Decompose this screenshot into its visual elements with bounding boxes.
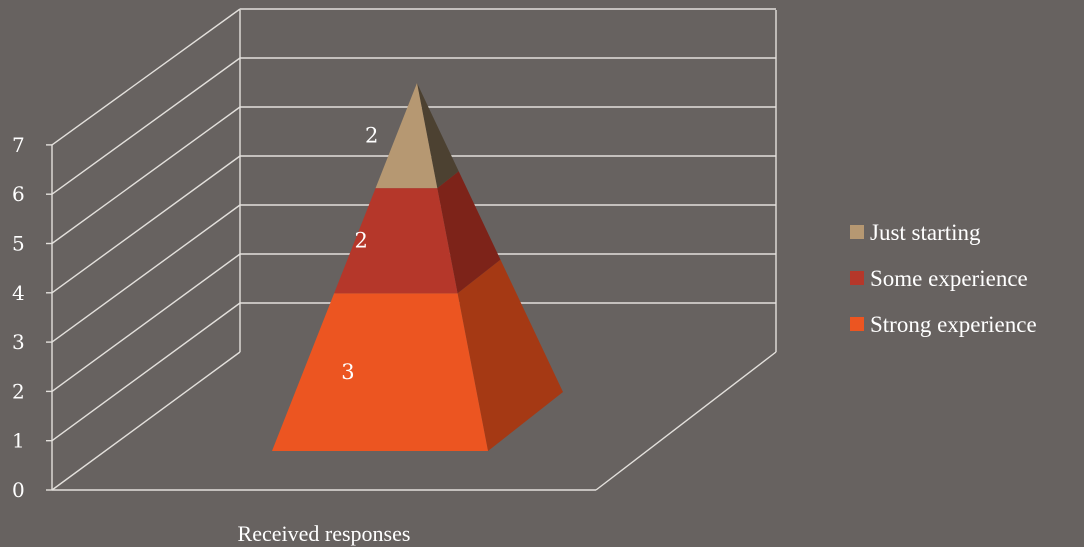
chart-floor — [52, 351, 777, 491]
y-tick-label: 2 — [12, 379, 25, 403]
side-gridline — [51, 8, 241, 146]
legend-label: Just starting — [870, 220, 981, 245]
side-gridline — [51, 351, 241, 491]
legend-item-just-starting[interactable]: Just starting — [850, 220, 981, 245]
side-gridline — [51, 302, 241, 442]
y-tick-label: 7 — [12, 133, 25, 157]
pyramid-side-strong-experience — [457, 259, 563, 451]
legend-swatch — [850, 225, 864, 239]
y-tick-label: 1 — [12, 429, 25, 453]
side-gridline — [51, 155, 241, 294]
legend-item-strong-experience[interactable]: Strong experience — [850, 312, 1037, 337]
legend-item-some-experience[interactable]: Some experience — [850, 266, 1028, 291]
side-gridline — [51, 106, 241, 245]
y-tick-label: 3 — [12, 330, 25, 354]
y-tick-label: 4 — [12, 281, 25, 305]
y-axis: 0 1 2 3 4 5 6 7 — [12, 133, 53, 502]
pyramid — [272, 83, 563, 451]
side-gridline — [51, 204, 241, 343]
chart-back-wall — [51, 8, 777, 491]
pyramid-segment-some-experience — [334, 188, 458, 294]
legend-label: Strong experience — [870, 312, 1037, 337]
pyramid-side-some-experience — [437, 171, 501, 294]
side-gridline — [51, 57, 241, 195]
y-tick-label: 6 — [12, 182, 25, 206]
x-axis-labels: Received responses — [238, 521, 411, 546]
data-label-strong-experience: 3 — [341, 360, 354, 384]
legend-swatch — [850, 271, 864, 285]
side-gridline — [51, 253, 241, 392]
legend-label: Some experience — [870, 266, 1028, 291]
pyramid-segment-strong-experience — [272, 293, 488, 451]
legend-swatch — [850, 317, 864, 331]
y-tick-label: 5 — [12, 232, 25, 256]
pyramid-segment-just-starting — [375, 83, 438, 189]
y-tick-label: 0 — [12, 478, 25, 502]
data-label-just-starting: 2 — [365, 124, 378, 148]
data-label-some-experience: 2 — [354, 229, 367, 253]
floor-right-edge — [595, 351, 777, 491]
pyramid-side-just-starting — [417, 83, 459, 189]
x-category-label: Received responses — [238, 521, 411, 546]
data-labels: 3 2 2 — [341, 124, 378, 385]
legend[interactable]: Just starting Some experience Strong exper… — [850, 220, 1037, 337]
